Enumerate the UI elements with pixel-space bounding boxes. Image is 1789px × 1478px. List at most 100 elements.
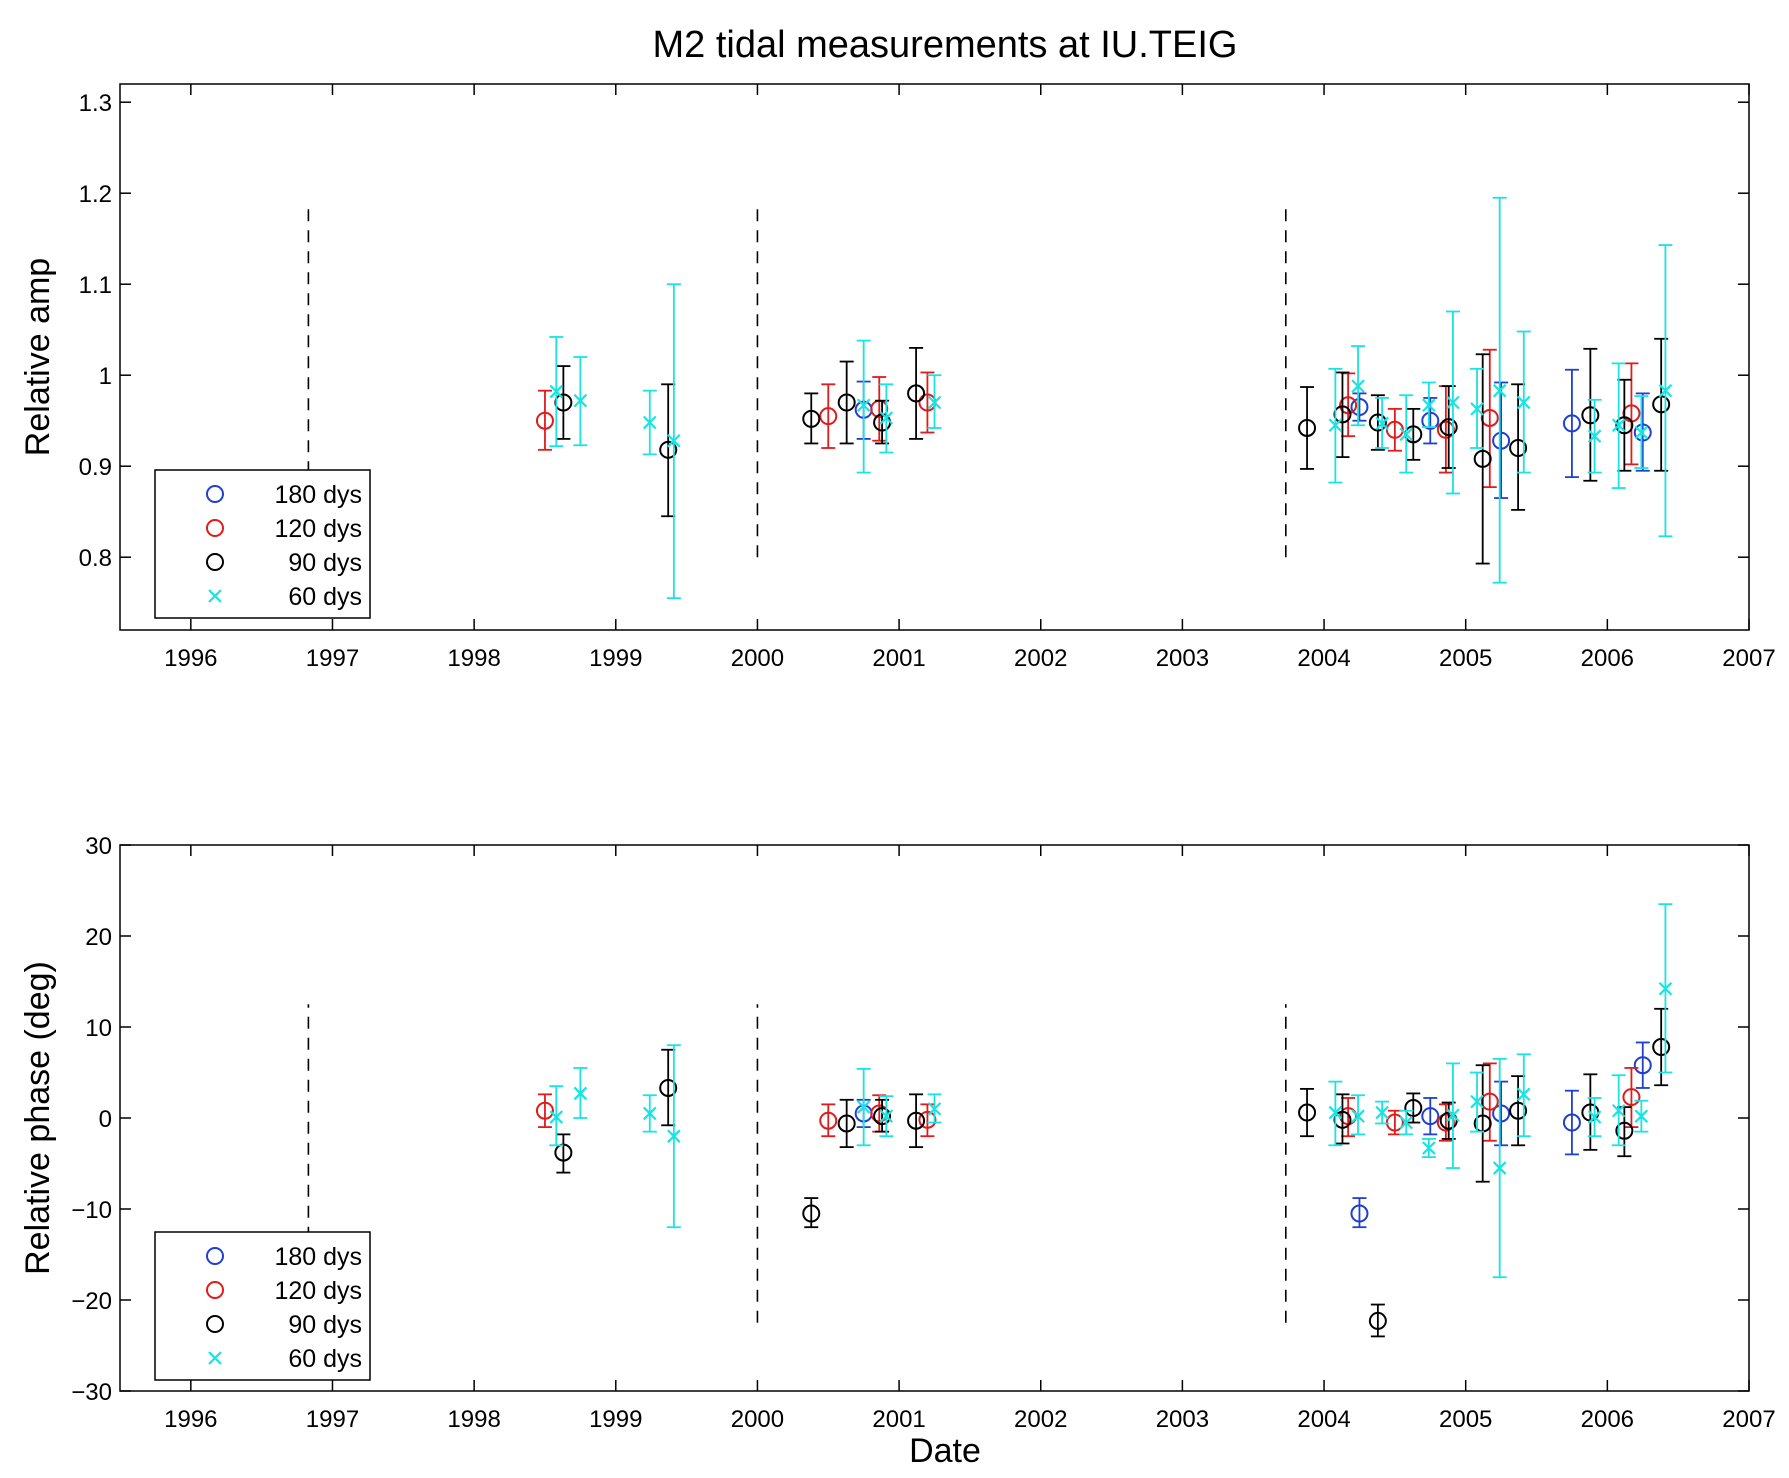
data-point-cross [573,393,588,408]
data-point-circle [1298,1103,1317,1122]
data-point-circle [1421,1107,1440,1126]
data-point-circle [1350,1204,1369,1223]
data-point-circle [837,1114,856,1133]
data-point-circle [1333,1110,1352,1129]
x-tick-label: 2007 [1722,1406,1775,1433]
x-tick-label: 1996 [164,645,217,672]
legend-label: 90 dys [288,549,362,577]
data-point-cross [667,1129,681,1143]
data-point-cross [643,415,657,430]
y-axis-label: Relative phase (deg) [19,961,57,1275]
data-point-circle [1615,1121,1634,1140]
legend-label: 180 dys [274,1243,362,1271]
x-tick-label: 2003 [1156,1406,1209,1433]
x-axis-label: Date [909,1432,981,1470]
x-tick-label: 1998 [447,1406,500,1433]
series-60-dys [549,903,1673,1279]
data-point-cross [1422,398,1436,413]
legend-marker-circle [206,519,224,537]
data-point-cross [1492,383,1507,398]
data-point-circle [1562,414,1581,433]
legend-label: 90 dys [288,1311,362,1339]
x-tick-label: 1998 [447,645,500,672]
legend-label: 180 dys [274,481,362,509]
legend: 180 dys 120 dys 90 dys 60 dys [154,469,371,619]
legend-label: 120 dys [274,515,362,543]
data-point-cross [1658,383,1673,398]
data-point-circle [1333,405,1352,424]
data-point-cross [1587,429,1602,443]
y-tick-label: 0.9 [79,454,112,481]
data-point-cross [1516,1087,1531,1102]
data-point-circle [907,384,926,403]
data-point-circle [1436,1113,1455,1132]
data-point-cross [1634,425,1649,440]
y-tick-label: −10 [71,1197,112,1224]
data-point-circle [659,440,678,459]
legend-marker-circle [206,553,224,571]
data-point-circle [1633,1056,1652,1075]
x-tick-label: 1999 [589,1406,642,1433]
data-point-circle [837,393,856,412]
data-point-cross [1611,1103,1626,1118]
legend-marker-circle [206,1247,224,1265]
data-point-circle [1404,1098,1423,1117]
y-tick-label: 1.3 [79,90,112,117]
data-point-circle [802,409,821,428]
x-tick-label: 2002 [1014,1406,1067,1433]
data-point-circle [1473,449,1492,468]
legend-marker-cross [208,589,222,603]
data-point-cross [643,1106,657,1121]
x-tick-label: 1997 [306,1406,359,1433]
data-point-circle [907,1111,926,1130]
x-tick-label: 2002 [1014,645,1067,672]
chart-title: M2 tidal measurements at IU.TEIG [653,24,1238,66]
data-point-cross [879,411,894,425]
data-point-cross [1516,395,1531,410]
y-tick-label: 0 [99,1106,112,1133]
x-tick-label: 2004 [1297,1406,1350,1433]
data-point-cross [1446,395,1460,410]
data-point-cross [549,384,564,399]
x-tick-label: 2000 [731,645,784,672]
data-point-circle [535,1101,554,1120]
data-point-circle [1385,1113,1404,1132]
x-tick-label: 1997 [306,645,359,672]
data-point-cross [1375,1105,1389,1120]
data-point-circle [1615,416,1634,435]
legend-marker-circle [206,1281,224,1299]
y-tick-label: −20 [71,1288,112,1315]
data-point-cross [879,1109,894,1123]
data-point-cross [667,433,681,448]
x-tick-label: 2006 [1581,1406,1634,1433]
data-point-circle [554,1143,573,1162]
legend: 180 dys 120 dys 90 dys 60 dys [154,1231,371,1381]
legend-label: 60 dys [288,583,362,611]
data-point-cross [1446,1108,1460,1123]
x-tick-label: 2007 [1722,645,1775,672]
legend-marker-circle [206,1315,224,1333]
series-90-dys [554,337,1671,565]
y-tick-label: 30 [85,833,112,860]
data-point-circle [1581,406,1600,425]
legend-marker-circle [206,485,224,503]
data-point-cross [1422,1141,1436,1155]
data-point-circle [819,407,838,426]
legend-box [154,1231,371,1381]
y-tick-label: 10 [85,1015,112,1042]
data-point-circle [918,1110,937,1129]
data-point-circle [659,1078,678,1097]
data-point-cross [549,1110,564,1124]
data-point-circle [1436,420,1455,439]
data-point-cross [1587,1110,1602,1124]
legend-label: 60 dys [288,1345,362,1373]
data-point-circle [1298,418,1317,437]
data-point-circle [1492,1104,1511,1123]
data-point-circle [1439,418,1458,437]
data-point-circle [1633,423,1652,442]
x-tick-label: 2005 [1439,645,1492,672]
x-tick-label: 2006 [1581,645,1634,672]
data-point-circle [554,393,573,412]
data-point-circle [1509,1101,1528,1120]
